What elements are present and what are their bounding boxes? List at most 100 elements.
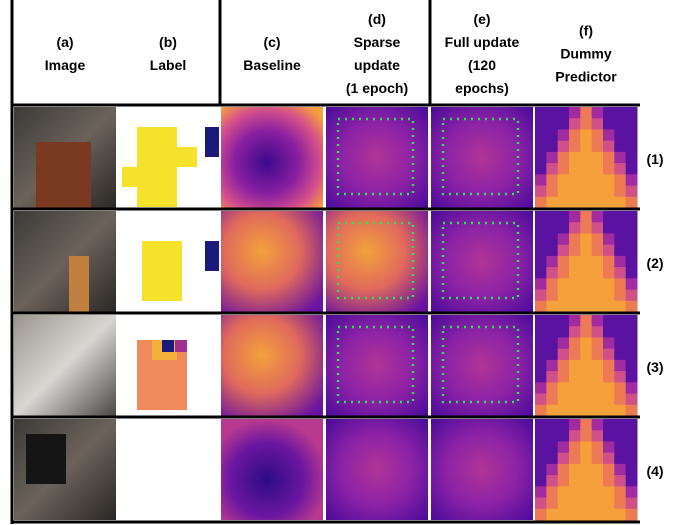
dummy-pixel: [569, 185, 581, 198]
dummy-pixel: [569, 151, 581, 164]
dummy-pixel: [546, 222, 559, 234]
dummy-pixel: [614, 315, 627, 327]
dummy-pixel: [591, 107, 604, 119]
dummy-pixel: [603, 174, 615, 187]
dummy-pixel: [625, 326, 638, 338]
dummy-pixel: [603, 393, 615, 406]
dummy-pixel: [569, 393, 581, 406]
dummy-pixel: [546, 315, 559, 327]
dummy-pixel: [625, 255, 638, 268]
dummy-pixel: [569, 174, 581, 187]
dummy-pixel: [535, 196, 547, 209]
dummy-pixel: [603, 508, 615, 521]
dummy-pixel: [614, 430, 627, 442]
dummy-pixel: [557, 508, 570, 521]
dummy-pixel: [603, 359, 615, 372]
dummy-pixel: [535, 486, 547, 499]
dummy-pixel: [591, 348, 604, 361]
dummy-pixel: [546, 359, 559, 372]
dummy-pixel: [625, 140, 638, 153]
panel-grid: [14, 107, 638, 521]
dummy-pixel: [580, 211, 593, 223]
dummy-pixel: [591, 222, 604, 234]
dummy-pixel: [569, 508, 581, 521]
heatmap: [326, 107, 428, 208]
dummy-pixel: [603, 185, 615, 198]
dummy-pixel: [603, 255, 615, 268]
dummy-pixel: [625, 404, 638, 417]
dummy-pixel: [580, 359, 593, 372]
dummy-pixel: [625, 382, 638, 395]
dummy-pixel: [614, 140, 627, 153]
dummy-pixel: [580, 393, 593, 406]
dummy-pixel: [557, 359, 570, 372]
dummy-pixel: [625, 118, 638, 130]
dummy-pixel: [591, 393, 604, 406]
dummy-pixel: [625, 107, 638, 119]
label-block: [142, 241, 182, 301]
dummy-pixel: [591, 475, 604, 487]
dummy-pixel: [546, 404, 559, 417]
heatmap: [221, 315, 323, 416]
dummy-pixel: [591, 185, 604, 198]
photo-object: [36, 142, 91, 208]
dummy-pixel: [580, 463, 593, 476]
dummy-pixel: [569, 300, 581, 313]
dummy-pixel: [614, 393, 627, 406]
dummy-pixel: [569, 348, 581, 361]
dummy-pixel: [614, 289, 627, 302]
dummy-pixel: [546, 118, 559, 130]
dummy-pixel: [557, 185, 570, 198]
dummy-pixel: [603, 475, 615, 487]
dummy-pixel: [591, 419, 604, 431]
dummy-pixel: [535, 151, 547, 164]
dummy-pixel: [557, 393, 570, 406]
dummy-pixel: [535, 107, 547, 119]
dummy-pixel: [535, 382, 547, 395]
dummy-pixel: [535, 289, 547, 302]
dummy-pixel: [591, 140, 604, 153]
dummy-pixel: [625, 196, 638, 209]
dummy-pixel: [603, 430, 615, 442]
dummy-pixel: [614, 300, 627, 313]
dummy-pixel: [569, 196, 581, 209]
dummy-pixel: [591, 233, 604, 246]
dummy-pixel: [557, 129, 570, 142]
dummy-pixel: [603, 267, 615, 279]
dummy-pixel: [546, 475, 559, 487]
heatmap: [431, 107, 533, 208]
column-tag: (c): [263, 34, 280, 50]
column-tag: (b): [159, 34, 177, 50]
dummy-pixel: [591, 211, 604, 223]
dummy-pixel: [569, 315, 581, 327]
roi-box: [336, 325, 415, 404]
photo: [14, 315, 116, 416]
dummy-pixel: [535, 326, 547, 338]
dummy-pixel: [546, 382, 559, 395]
dummy-pixel: [580, 475, 593, 487]
heatmap: [326, 315, 428, 416]
dummy-pixel: [557, 371, 570, 383]
dummy-pixel: [557, 278, 570, 291]
roi-box: [441, 325, 520, 404]
row-label: (4): [646, 463, 663, 479]
dummy-pixel: [591, 452, 604, 465]
dummy-pixel: [535, 129, 547, 142]
column-title: Dummy: [560, 46, 612, 62]
dummy-pixel: [535, 267, 547, 279]
dummy-pixel: [603, 315, 615, 327]
column-title: Baseline: [243, 57, 301, 73]
dummy-pixel: [557, 244, 570, 257]
dummy-pixel: [535, 393, 547, 406]
dummy-pixel: [603, 371, 615, 383]
dummy-pixel: [557, 118, 570, 130]
label-bg: [117, 419, 219, 520]
dummy-pixel: [603, 337, 615, 350]
dummy-pixel: [535, 441, 547, 454]
dummy-pixel: [546, 196, 559, 209]
dummy-pixel: [535, 337, 547, 350]
dummy-pixel: [591, 255, 604, 268]
dummy-pixel: [614, 211, 627, 223]
dummy-pixel: [546, 300, 559, 313]
dummy-pixel: [625, 289, 638, 302]
